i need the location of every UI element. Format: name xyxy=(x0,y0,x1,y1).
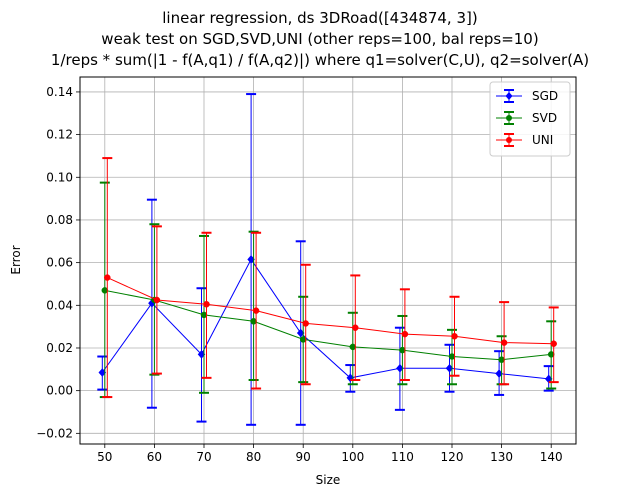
x-tick-label: 60 xyxy=(147,450,162,464)
legend-label: UNI xyxy=(532,133,553,147)
series-layer xyxy=(97,93,559,426)
x-tick-label: 70 xyxy=(196,450,211,464)
legend-swatch-marker xyxy=(506,115,512,121)
y-tick-label: 0.08 xyxy=(46,213,73,227)
data-point xyxy=(550,340,557,347)
legend-item-uni: UNI xyxy=(496,133,553,147)
legend-item-sgd: SGD xyxy=(496,89,558,103)
data-point xyxy=(352,324,359,331)
series-sgd xyxy=(97,93,554,426)
legend-swatch-marker xyxy=(506,137,512,143)
series-line xyxy=(104,289,552,361)
x-tick-label: 50 xyxy=(97,450,112,464)
data-point xyxy=(104,274,111,281)
data-point xyxy=(401,330,409,338)
title-line-1: linear regression, ds 3DRoad([434874, 3]… xyxy=(162,9,477,27)
legend-swatch-marker xyxy=(505,92,513,100)
y-tick-label: 0.06 xyxy=(46,256,73,270)
data-point xyxy=(500,339,508,346)
y-tick-label: 0.04 xyxy=(46,298,73,312)
series-uni xyxy=(102,157,559,399)
x-tick-label: 80 xyxy=(246,450,261,464)
grid-lines xyxy=(80,77,576,444)
x-tick-label: 120 xyxy=(441,450,464,464)
chart-title: linear regression, ds 3DRoad([434874, 3]… xyxy=(51,9,589,69)
plot-frame xyxy=(79,76,577,445)
title-line-3: 1/reps * sum(|1 - f(A,q1) / f(A,q2)|) wh… xyxy=(51,51,589,69)
legend-item-svd: SVD xyxy=(496,111,557,125)
x-tick-label: 130 xyxy=(490,450,513,464)
y-tick-label: 0.02 xyxy=(46,341,73,355)
x-tick-label: 140 xyxy=(540,450,563,464)
error-bar xyxy=(248,230,259,381)
legend-label: SGD xyxy=(532,89,558,103)
y-tick-label: 0.14 xyxy=(46,85,73,99)
x-tick-label: 100 xyxy=(341,450,364,464)
data-point xyxy=(302,320,309,327)
series-svd xyxy=(99,181,557,399)
y-tick-label: −0.02 xyxy=(36,426,73,440)
y-tick-label: 0.10 xyxy=(46,170,73,184)
legend: SGD SVD UNI xyxy=(489,81,571,157)
data-point xyxy=(203,300,210,308)
title-line-2: weak test on SGD,SVD,UNI (other reps=100… xyxy=(101,30,538,48)
y-tick-label: 0.00 xyxy=(46,384,73,398)
y-axis-label: Error xyxy=(9,245,23,274)
x-axis-label: Size xyxy=(316,473,341,487)
data-point xyxy=(153,296,161,304)
x-tick-label: 90 xyxy=(296,450,311,464)
x-tick-label: 110 xyxy=(391,450,414,464)
data-point xyxy=(252,307,260,314)
series-line xyxy=(101,258,549,380)
y-tick-label: 0.12 xyxy=(46,128,73,142)
legend-label: SVD xyxy=(532,111,557,125)
series-line xyxy=(107,277,554,345)
data-point xyxy=(451,332,458,340)
axis-ticks: 50 60 70 80 90 100 110 120 130 140 −0.02 0.00 0.02 0.… xyxy=(36,85,562,464)
